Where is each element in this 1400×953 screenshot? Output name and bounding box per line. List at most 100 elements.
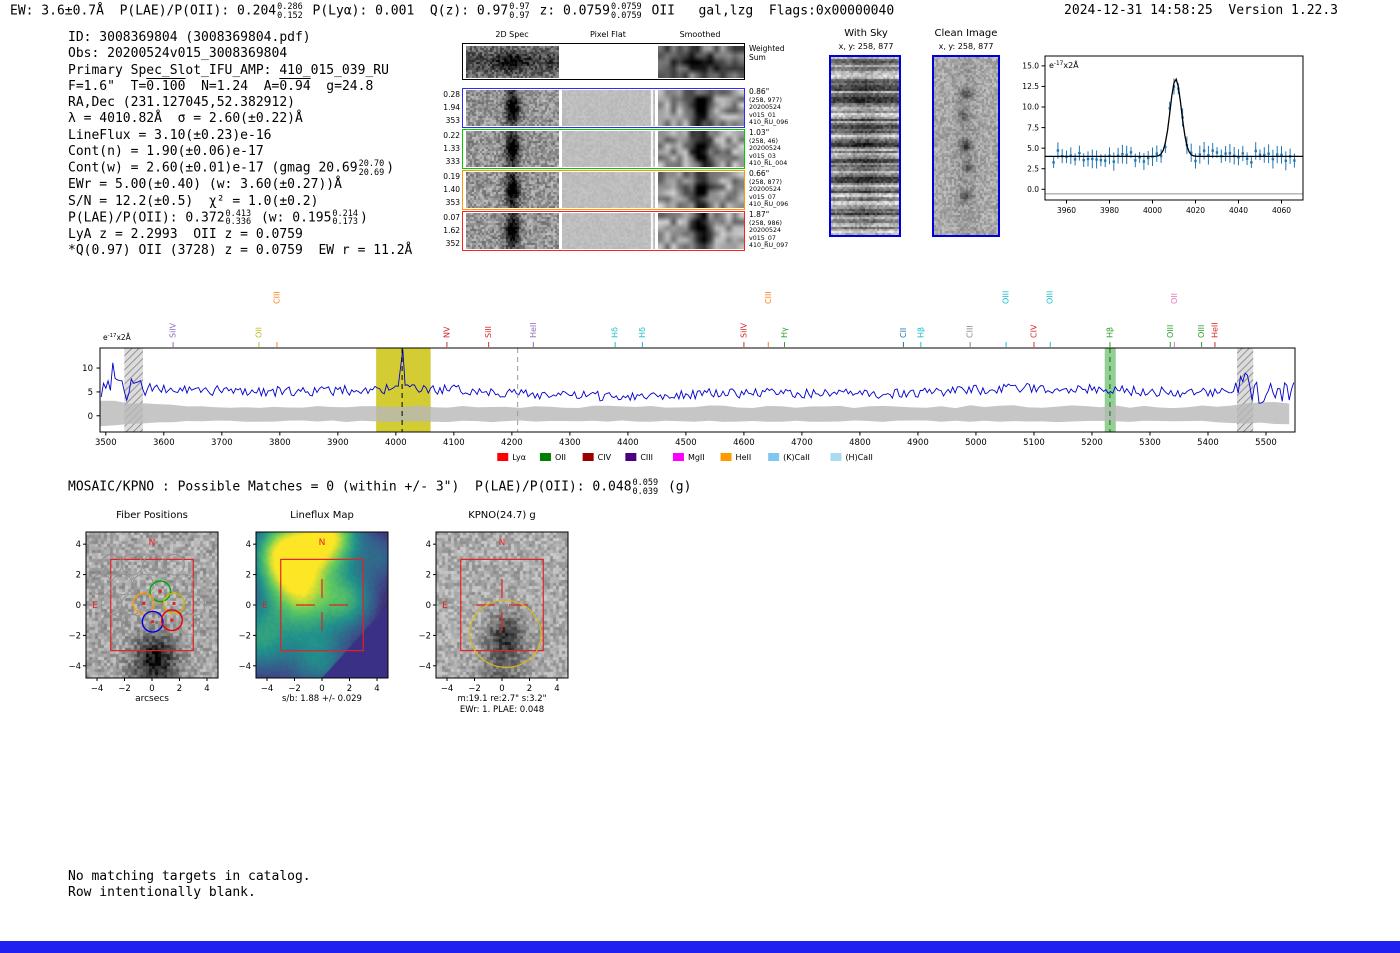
weight-value: 0.22 <box>443 131 460 140</box>
tick-label: −2 <box>118 684 131 694</box>
tick-label: 0 <box>88 412 93 422</box>
tick-label: 4100 <box>443 438 465 448</box>
extraction-box <box>280 558 364 652</box>
stacked-value: 0.214 0.173 <box>332 208 359 228</box>
tick-label: 4 <box>426 540 431 550</box>
text-segment: ) <box>386 160 395 176</box>
fiber-circle <box>100 613 123 636</box>
data-point <box>1099 159 1103 162</box>
weight-value: 353 <box>445 197 460 207</box>
tick-label: 5400 <box>1197 438 1219 448</box>
tick-label: 4 <box>554 684 559 694</box>
weight-value: 1.33 <box>443 143 460 153</box>
info-line: S/N = 12.2(±0.5) χ² = 1.0(±0.2) <box>68 194 412 210</box>
info-line: F=1.6" T=0.100 N=1.24 A=0.94 g=24.8 <box>68 79 412 95</box>
data-point <box>1258 153 1262 156</box>
tick-label: 5300 <box>1139 438 1161 448</box>
tick-label: 5000 <box>965 438 987 448</box>
kpno-xlabel: m:19.1 re:2.7" s:3.2" <box>457 694 547 704</box>
fiber-id-line: (258, 877) <box>749 179 782 186</box>
aperture-distance: 1.03" <box>749 128 770 137</box>
tick-label: 4 <box>374 684 379 694</box>
tick-label: 3600 <box>153 438 175 448</box>
y-axis-label: e-17x2Å <box>103 333 132 342</box>
legend-label: CIII <box>640 453 653 462</box>
data-point <box>1078 151 1081 155</box>
compass-north: N <box>149 538 156 548</box>
with-sky-coords: x, y: 258, 877 <box>838 42 894 51</box>
tick-label: −4 <box>238 662 251 672</box>
text-segment: λ = 4010.82Å σ = 2.60(±0.22)Å <box>68 111 303 127</box>
clean-image-coords: x, y: 258, 877 <box>938 42 994 51</box>
tick-label: 3980 <box>1100 206 1119 215</box>
spec2d-cutout <box>466 90 559 126</box>
data-point <box>1164 145 1167 149</box>
with-sky-image <box>829 55 901 237</box>
legend-swatch <box>497 453 509 461</box>
tick-label: 10.0 <box>1022 103 1039 112</box>
weighted-smoothed-strip <box>658 46 744 78</box>
emission-line-label: CIV <box>1029 324 1038 338</box>
report-version: Version 1.22.3 <box>1228 3 1338 18</box>
fiber-circle <box>121 613 143 636</box>
spec2d-cutout <box>466 131 559 167</box>
tick-label: 0 <box>246 601 251 611</box>
data-point <box>1056 149 1060 152</box>
data-point <box>1241 152 1244 155</box>
text-segment: Cont(w) = 2.60(±0.01)e-17 (gmag 20.69 <box>68 160 358 176</box>
smoothed-cutout <box>658 213 744 249</box>
tick-label: −2 <box>238 631 251 641</box>
footer-line-1: No matching targets in catalog. <box>68 869 311 884</box>
spectrum-line <box>100 349 1295 404</box>
info-line: *Q(0.97) OII (3728) z = 0.0759 EW r = 11… <box>68 243 412 259</box>
fiber-circle <box>100 593 123 616</box>
emission-line-label: OIII <box>1197 325 1206 338</box>
col-header-smoothed: Smoothed <box>679 30 721 39</box>
tick-label: 2 <box>246 571 251 581</box>
pixel-flat-cutout <box>562 131 655 167</box>
pixel-flat-cutout <box>562 90 655 126</box>
data-point <box>1112 160 1115 163</box>
extraction-box <box>460 558 544 652</box>
tick-label: 4200 <box>501 438 523 448</box>
tick-label: −2 <box>418 631 431 641</box>
data-point <box>1069 154 1072 157</box>
tick-label: 5500 <box>1255 438 1277 448</box>
spec2d-cutout <box>466 213 559 249</box>
data-point <box>1207 154 1210 157</box>
tick-label: 2 <box>347 684 352 694</box>
tick-label: 4 <box>246 540 251 550</box>
weight-value: 0.19 <box>443 172 460 181</box>
tick-label: 2.5 <box>1027 164 1039 173</box>
info-line: Primary Spec_Slot_IFU_AMP: 410_015_039_R… <box>68 63 412 79</box>
data-point <box>1194 159 1197 163</box>
info-block: ID: 3008369804 (3008369804.pdf) Obs: 2020… <box>68 30 412 260</box>
report-timestamp: 2024-12-31 14:58:25 <box>1064 3 1213 18</box>
info-line: Obs: 20200524v015_3008369804 <box>68 46 412 62</box>
fiber-circle <box>173 573 196 596</box>
col-header-pixelflat: Pixel Flat <box>590 30 626 39</box>
legend-label: (K)CaII <box>783 453 810 462</box>
tick-label: 2 <box>76 571 81 581</box>
spec2d-row-border <box>462 170 745 210</box>
tick-label: 4500 <box>675 438 697 448</box>
emission-line-label: SiII <box>484 326 493 338</box>
tick-label: 0 <box>499 684 504 694</box>
text-segment: z: 0.0759 <box>531 3 610 19</box>
tick-label: 4000 <box>1143 206 1162 215</box>
data-point <box>1134 159 1137 162</box>
emission-line-label: SiIV <box>169 322 178 338</box>
axes-frame <box>255 531 389 679</box>
weight-value: 1.94 <box>443 102 460 112</box>
stacked-value: 20.70 20.69 <box>358 159 385 178</box>
gaussian-fit-line <box>1045 77 1303 158</box>
emission-line-label: CIII <box>966 325 975 338</box>
spacer <box>1213 3 1229 18</box>
text-segment: EW: 3.6±0.7Å P(LAE)/P(OII): 0.204 <box>10 3 277 19</box>
legend-label: Lyα <box>512 453 526 462</box>
tick-label: 2 <box>177 684 182 694</box>
y-axis-label: e-17x2Å <box>1049 59 1079 70</box>
text-segment: N=1.24 A= <box>185 78 280 94</box>
info-line: Cont(w) = 2.60(±0.01)e-17 (gmag 20.69 20.… <box>68 160 412 177</box>
spec2d-row-border <box>462 129 745 169</box>
